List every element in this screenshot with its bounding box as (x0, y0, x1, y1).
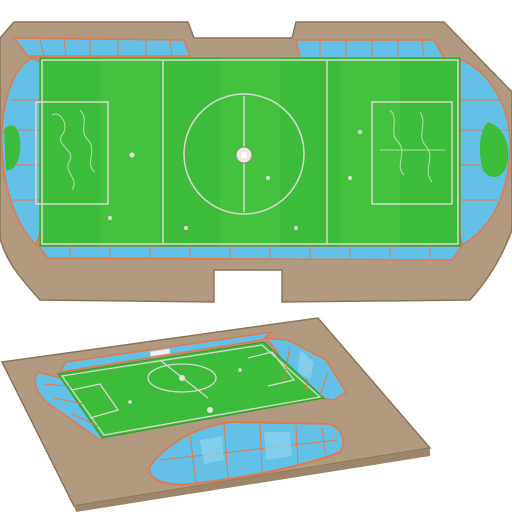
top-stand-south (36, 245, 464, 261)
perspective-pitch-lines (60, 344, 322, 436)
top-penalty-box-east (371, 101, 453, 205)
perspective-goal (149, 348, 171, 357)
top-centre-circle (183, 93, 305, 215)
perspective-player-dots (128, 368, 242, 413)
perspective-base-front (74, 448, 430, 512)
perspective-centre-circle (147, 363, 217, 393)
perspective-stand-highlights (200, 350, 314, 464)
top-player-dots (108, 130, 362, 230)
top-player-marks (51, 109, 445, 191)
perspective-stadium (0, 317, 432, 512)
perspective-stand-south (148, 421, 345, 486)
top-west-green (4, 125, 21, 171)
top-pitch-stripes (100, 58, 400, 246)
top-stand-west (1, 57, 41, 247)
top-seat-dividers (6, 39, 508, 258)
top-penalty-box-west (35, 101, 109, 205)
top-stadium (0, 21, 512, 303)
top-east-green (479, 122, 509, 177)
